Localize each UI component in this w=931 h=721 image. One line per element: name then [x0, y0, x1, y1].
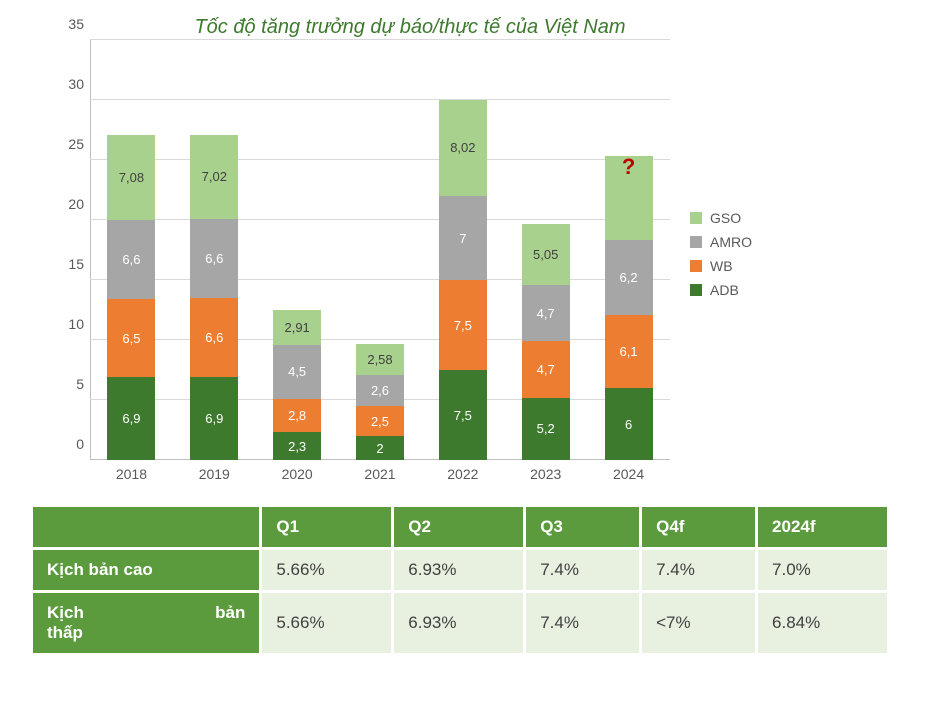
- y-tick: 20: [68, 196, 84, 212]
- bar-seg-WB: 6,6: [190, 298, 238, 377]
- x-tick: 2019: [199, 466, 230, 482]
- bar-seg-GSO: 8,02: [439, 100, 487, 196]
- table-cell: 7.4%: [642, 550, 755, 590]
- bar-seg-GSO: 2,58: [356, 344, 404, 375]
- legend-swatch: [690, 212, 702, 224]
- bar-2019: 6,96,66,67,02: [190, 135, 238, 460]
- table-cell: <7%: [642, 593, 755, 653]
- gridline: [90, 339, 670, 340]
- bar-seg-WB: 2,8: [273, 399, 321, 433]
- legend-item-WB: WB: [690, 258, 752, 274]
- x-tick: 2020: [282, 466, 313, 482]
- bar-seg-ADB: 6,9: [107, 377, 155, 460]
- bar-seg-ADB: 6,9: [190, 377, 238, 460]
- legend-swatch: [690, 284, 702, 296]
- growth-chart: Tốc độ tăng trưởng dự báo/thực tế của Vi…: [40, 20, 780, 480]
- gridline: [90, 99, 670, 100]
- bar-seg-GSO: 5,05: [522, 224, 570, 285]
- chart-plot: 0510152025303520186,96,56,67,0820196,96,…: [90, 40, 670, 460]
- bar-2020: 2,32,84,52,91: [273, 310, 321, 460]
- gridline: [90, 279, 670, 280]
- table-col-head: Q4f: [642, 507, 755, 547]
- table-row-head: Kịchbảnthấp: [33, 593, 259, 653]
- bar-seg-WB: 4,7: [522, 341, 570, 397]
- y-tick: 35: [68, 16, 84, 32]
- legend-item-ADB: ADB: [690, 282, 752, 298]
- bar-seg-WB: 2,5: [356, 406, 404, 436]
- y-tick: 30: [68, 76, 84, 92]
- table-cell: 7.4%: [526, 593, 639, 653]
- table-col-head: Q2: [394, 507, 523, 547]
- table-cell: 6.93%: [394, 593, 523, 653]
- x-tick: 2023: [530, 466, 561, 482]
- legend-label: ADB: [710, 282, 739, 298]
- table-col-head: 2024f: [758, 507, 887, 547]
- y-tick: 25: [68, 136, 84, 152]
- x-tick: 2018: [116, 466, 147, 482]
- y-tick: 15: [68, 256, 84, 272]
- bar-seg-ADB: 2: [356, 436, 404, 460]
- bar-2024: 66,16,2?: [605, 156, 653, 460]
- table-cell: 7.0%: [758, 550, 887, 590]
- bar-seg-ADB: 6: [605, 388, 653, 460]
- table-cell: 5.66%: [262, 593, 391, 653]
- table-corner: [33, 507, 259, 547]
- bar-seg-GSO: 7,02: [190, 135, 238, 219]
- bar-seg-WB: 7,5: [439, 280, 487, 370]
- bar-2023: 5,24,74,75,05: [522, 224, 570, 460]
- bar-2021: 22,52,62,58: [356, 344, 404, 460]
- y-tick: 0: [76, 436, 84, 452]
- table-cell: 5.66%: [262, 550, 391, 590]
- y-tick: 10: [68, 316, 84, 332]
- gridline: [90, 219, 670, 220]
- legend-label: AMRO: [710, 234, 752, 250]
- x-tick: 2022: [447, 466, 478, 482]
- legend-label: WB: [710, 258, 733, 274]
- gridline: [90, 39, 670, 40]
- table-row-head: Kịch bản cao: [33, 550, 259, 590]
- y-tick: 5: [76, 376, 84, 392]
- bar-seg-AMRO: 7: [439, 196, 487, 280]
- x-tick: 2021: [364, 466, 395, 482]
- x-tick: 2024: [613, 466, 644, 482]
- table-col-head: Q3: [526, 507, 639, 547]
- question-mark-icon: ?: [622, 154, 635, 180]
- table-cell: 6.84%: [758, 593, 887, 653]
- bar-seg-AMRO: 4,7: [522, 285, 570, 341]
- bar-seg-AMRO: 6,6: [107, 220, 155, 299]
- y-axis: [90, 40, 91, 460]
- gridline: [90, 159, 670, 160]
- bar-seg-AMRO: 6,2: [605, 240, 653, 314]
- legend-swatch: [690, 236, 702, 248]
- table-cell: 7.4%: [526, 550, 639, 590]
- chart-legend: GSO AMRO WB ADB: [690, 210, 752, 306]
- legend-swatch: [690, 260, 702, 272]
- bar-seg-AMRO: 6,6: [190, 219, 238, 298]
- bar-seg-ADB: 5,2: [522, 398, 570, 460]
- bar-seg-AMRO: 2,6: [356, 375, 404, 406]
- bar-seg-WB: 6,5: [107, 299, 155, 377]
- bar-seg-GSO: 7,08: [107, 135, 155, 220]
- table-cell: 6.93%: [394, 550, 523, 590]
- legend-item-GSO: GSO: [690, 210, 752, 226]
- chart-title: Tốc độ tăng trưởng dự báo/thực tế của Vi…: [40, 16, 780, 39]
- bar-seg-ADB: 2,3: [273, 432, 321, 460]
- bar-seg-WB: 6,1: [605, 315, 653, 388]
- table-col-head: Q1: [262, 507, 391, 547]
- bar-2022: 7,57,578,02: [439, 100, 487, 460]
- legend-label: GSO: [710, 210, 741, 226]
- bar-seg-ADB: 7,5: [439, 370, 487, 460]
- bar-seg-AMRO: 4,5: [273, 345, 321, 399]
- legend-item-AMRO: AMRO: [690, 234, 752, 250]
- bar-seg-GSO: 2,91: [273, 310, 321, 345]
- scenario-table: Q1Q2Q3Q4f2024fKịch bản cao5.66%6.93%7.4%…: [30, 504, 890, 656]
- bar-2018: 6,96,56,67,08: [107, 135, 155, 460]
